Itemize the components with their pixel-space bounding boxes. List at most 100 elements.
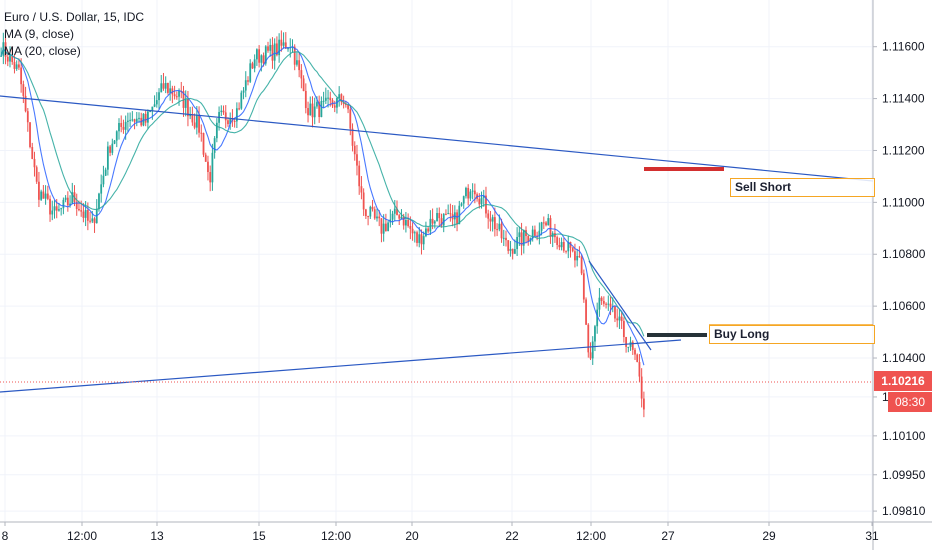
candle-body bbox=[640, 376, 643, 399]
candle-body bbox=[118, 123, 120, 132]
sell-short-label[interactable]: Sell Short bbox=[730, 178, 875, 197]
candle-body bbox=[53, 206, 56, 211]
candle-body bbox=[511, 248, 514, 254]
y-tick-label-10: 1.09810 bbox=[882, 504, 926, 518]
candle-body bbox=[320, 101, 323, 118]
candle-body bbox=[465, 187, 467, 197]
candle-body bbox=[400, 216, 403, 219]
candle-body bbox=[556, 237, 559, 245]
candle-body bbox=[567, 241, 570, 252]
candle-body bbox=[311, 103, 314, 118]
symbol-title[interactable]: Euro / U.S. Dollar, 15, IDC bbox=[4, 10, 145, 24]
candle-body bbox=[66, 197, 69, 206]
candle-body bbox=[255, 49, 258, 60]
candle-body bbox=[596, 309, 599, 327]
candle-body bbox=[562, 242, 565, 251]
y-tick-label-0: 1.11600 bbox=[882, 40, 925, 54]
candle-body bbox=[607, 303, 610, 305]
candle-body bbox=[507, 240, 510, 251]
candle-body bbox=[522, 230, 525, 246]
y-tick-label-4: 1.10800 bbox=[882, 247, 926, 261]
candle-body bbox=[209, 172, 212, 183]
candle-body bbox=[353, 145, 356, 155]
candle-body bbox=[445, 213, 447, 215]
candle-body bbox=[162, 83, 165, 89]
candle-body bbox=[126, 120, 129, 122]
candle-body bbox=[516, 237, 519, 250]
x-tick-label-10: 31 bbox=[865, 529, 879, 543]
candle-body bbox=[135, 118, 138, 122]
candle-body bbox=[571, 247, 574, 252]
candle-body bbox=[258, 49, 261, 63]
candle-body bbox=[509, 248, 512, 251]
candle-body bbox=[493, 217, 496, 230]
candle-body bbox=[49, 198, 51, 215]
candle-body bbox=[46, 193, 49, 199]
candle-body bbox=[358, 165, 361, 187]
candle-body bbox=[327, 97, 329, 99]
candle-body bbox=[38, 181, 40, 200]
candle-body bbox=[322, 100, 325, 102]
candle-body bbox=[287, 48, 289, 50]
candle-body bbox=[247, 80, 249, 82]
candle-body bbox=[638, 362, 641, 377]
candle-body bbox=[276, 43, 278, 56]
candle-body bbox=[498, 223, 501, 230]
buy-long-label[interactable]: Buy Long bbox=[709, 325, 875, 344]
candle-body bbox=[578, 255, 581, 258]
candle-body bbox=[447, 213, 450, 215]
x-tick-label-9: 29 bbox=[762, 529, 776, 543]
candle-body bbox=[362, 192, 365, 210]
candle-body bbox=[420, 234, 423, 245]
candle-body bbox=[589, 352, 592, 359]
candle-body bbox=[178, 90, 180, 97]
candle-body bbox=[100, 184, 103, 194]
candle-body bbox=[300, 70, 303, 79]
x-tick-label-7: 12:00 bbox=[576, 529, 606, 543]
candle-body bbox=[349, 109, 352, 129]
y-tick-label-6: 1.10400 bbox=[882, 351, 926, 365]
candle-body bbox=[122, 126, 125, 130]
candle-body bbox=[291, 46, 294, 48]
candle-body bbox=[438, 213, 441, 219]
candle-body bbox=[169, 88, 172, 93]
candle-body bbox=[540, 222, 543, 231]
candle-body bbox=[26, 111, 29, 123]
candle-body bbox=[78, 208, 80, 211]
candle-body bbox=[184, 98, 187, 108]
candle-body bbox=[80, 210, 83, 212]
candle-body bbox=[324, 97, 327, 101]
indicator-ma9-label[interactable]: MA (9, close) bbox=[4, 27, 75, 41]
candle-body bbox=[547, 218, 550, 226]
candle-body bbox=[33, 158, 36, 168]
candle-body bbox=[84, 210, 87, 218]
candle-body bbox=[13, 62, 16, 69]
candle-body bbox=[62, 199, 65, 209]
candle-body bbox=[133, 119, 136, 122]
candle-body bbox=[307, 108, 309, 116]
candle-body bbox=[267, 46, 269, 51]
candle-body bbox=[478, 198, 481, 205]
candle-body bbox=[35, 167, 38, 182]
candle-body bbox=[175, 96, 178, 98]
candle-body bbox=[40, 191, 43, 200]
candle-body bbox=[620, 316, 623, 322]
indicator-ma20-label[interactable]: MA (20, close) bbox=[4, 44, 81, 58]
y-tick-label-2: 1.11200 bbox=[882, 143, 925, 157]
candle-body bbox=[560, 242, 563, 248]
candle-body bbox=[195, 114, 198, 128]
candle-body bbox=[318, 102, 321, 118]
y-tick-label-3: 1.11000 bbox=[882, 195, 925, 209]
candle-body bbox=[20, 67, 23, 85]
candle-body bbox=[104, 169, 107, 176]
candle-body bbox=[207, 161, 209, 173]
candle-body bbox=[249, 63, 252, 82]
candle-body bbox=[391, 213, 394, 220]
candle-body bbox=[513, 249, 516, 254]
candle-body bbox=[409, 226, 412, 229]
candle-body bbox=[24, 95, 27, 112]
candle-body bbox=[502, 237, 505, 239]
candle-body bbox=[396, 208, 398, 216]
candle-body bbox=[204, 154, 207, 162]
